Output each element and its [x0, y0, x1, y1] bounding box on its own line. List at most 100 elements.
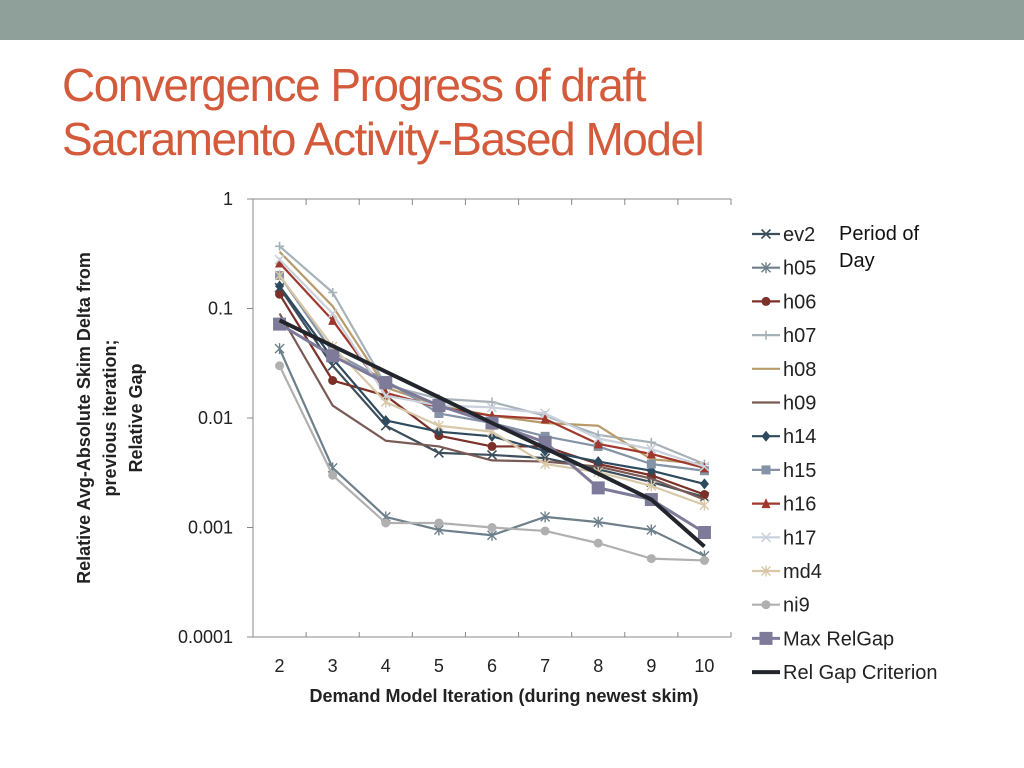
data-point-h16 — [275, 257, 285, 268]
data-point-ni9 — [487, 523, 497, 532]
data-point-h16 — [381, 387, 391, 398]
y-axis-label-line: previous iteration; — [100, 339, 120, 496]
data-point-h15 — [646, 459, 656, 469]
legend-label: h08 — [783, 359, 816, 381]
legend-label: h17 — [783, 527, 816, 549]
data-point-h17 — [646, 444, 657, 455]
data-point-h16 — [593, 438, 603, 449]
data-point-max-relgap — [432, 399, 446, 413]
data-point-md4 — [646, 480, 657, 492]
legend-item-max-relgap: Max RelGap — [752, 628, 894, 650]
y-tick-label: 0.0001 — [178, 627, 233, 647]
data-point-h06 — [487, 441, 497, 451]
data-point-max-relgap — [326, 349, 340, 363]
title-line-1: Convergence Progress of draft — [62, 59, 646, 111]
data-point-ev2 — [486, 449, 498, 460]
x-tick-label: 2 — [275, 656, 285, 676]
data-point-ni9 — [699, 555, 709, 565]
data-point-h07 — [275, 241, 285, 251]
period-of-day-note: Period of Day — [839, 221, 919, 275]
y-axis-label-line: Relative Avg-Absolute Skim Delta from — [74, 252, 94, 584]
series-line-rel-gap-criterion — [278, 318, 706, 549]
series-h09 — [278, 312, 705, 501]
legend-label: h06 — [783, 291, 816, 313]
data-point-max-relgap — [379, 376, 393, 390]
legend-item-h05: h05 — [752, 258, 816, 280]
note-line-1: Period of — [839, 223, 920, 245]
data-point-h05 — [593, 516, 604, 528]
data-point-h07 — [487, 397, 497, 407]
legend-label: md4 — [783, 561, 822, 583]
legend: ev2 h05 h06 h07 h08 h09 h14 h15 h16 h17 md4 ni9 Max … — [752, 224, 938, 684]
legend-item-ni9: ni9 — [752, 595, 810, 617]
data-point-max-relgap — [697, 526, 711, 540]
legend-item-h08: h08 — [752, 359, 816, 381]
legend-marker — [761, 498, 771, 509]
legend-item-h17: h17 — [752, 527, 816, 549]
data-point-h05 — [540, 511, 551, 523]
legend-marker — [761, 565, 771, 577]
data-point-h06 — [699, 490, 709, 500]
series-h05 — [274, 343, 710, 562]
legend-label: Max RelGap — [783, 628, 894, 650]
series-h14 — [275, 280, 709, 490]
x-tick-label: 9 — [646, 656, 656, 676]
data-point-md4 — [540, 458, 551, 470]
legend-label: h07 — [783, 325, 816, 347]
plot-area: 1 0.1 0.01 0.001 0.0001 2 3 4 5 6 7 8 9 10 — [178, 189, 732, 676]
legend-marker — [761, 262, 771, 274]
series-line-ev2 — [278, 287, 705, 499]
data-point-ni9 — [593, 538, 603, 548]
data-point-h05 — [274, 343, 285, 355]
legend-marker — [761, 296, 771, 306]
legend-item-h06: h06 — [752, 291, 816, 313]
legend-label: h16 — [783, 494, 816, 516]
x-tick-label: 10 — [694, 656, 714, 676]
legend-label: h05 — [783, 258, 816, 280]
data-point-h14 — [275, 280, 285, 292]
data-point-h06 — [275, 289, 285, 299]
data-point-h17 — [593, 433, 604, 444]
legend-item-h16: h16 — [752, 494, 816, 516]
data-point-h16 — [328, 314, 338, 325]
data-point-h14 — [699, 478, 709, 490]
note-line-2: Day — [839, 250, 875, 272]
data-point-h06 — [328, 376, 338, 386]
data-point-ni9 — [540, 526, 550, 536]
data-point-h14 — [593, 456, 603, 468]
y-axis-label-line: Relative Gap — [126, 363, 146, 472]
legend-label: ev2 — [783, 224, 815, 246]
slide-title: Convergence Progress of draft Sacramento… — [62, 58, 962, 166]
legend-item-md4: md4 — [752, 561, 822, 583]
data-point-ni9 — [275, 361, 285, 371]
data-point-h17 — [699, 461, 710, 472]
x-tick-label: 4 — [381, 656, 391, 676]
top-accent-bar — [0, 0, 1024, 40]
legend-label: h15 — [783, 460, 816, 482]
y-axis-label: Relative Avg-Absolute Skim Delta from pre… — [74, 252, 146, 584]
y-tick-label: 0.01 — [198, 408, 233, 428]
y-tick-label: 1 — [223, 189, 233, 209]
data-point-ni9 — [328, 470, 338, 480]
legend-label: h09 — [783, 393, 816, 415]
data-point-max-relgap — [591, 481, 605, 495]
legend-label: ni9 — [783, 595, 810, 617]
legend-item-h09: h09 — [752, 393, 816, 415]
series-rel-gap-criterion — [278, 318, 706, 549]
legend-marker — [761, 465, 771, 475]
legend-marker — [761, 430, 771, 442]
title-line-2: Sacramento Activity-Based Model — [62, 113, 705, 165]
data-point-h05 — [646, 524, 657, 536]
y-tick-label: 0.001 — [188, 518, 233, 538]
legend-marker — [759, 631, 773, 645]
legend-item-rel-gap-criterion: Rel Gap Criterion — [752, 662, 938, 684]
data-point-h17 — [540, 408, 551, 419]
x-tick-label: 3 — [328, 656, 338, 676]
series-layer — [273, 241, 711, 565]
data-point-h14 — [381, 414, 391, 426]
series-line-h09 — [278, 312, 705, 501]
legend-marker — [760, 532, 772, 543]
data-point-ni9 — [646, 554, 656, 564]
data-point-md4 — [699, 499, 710, 511]
